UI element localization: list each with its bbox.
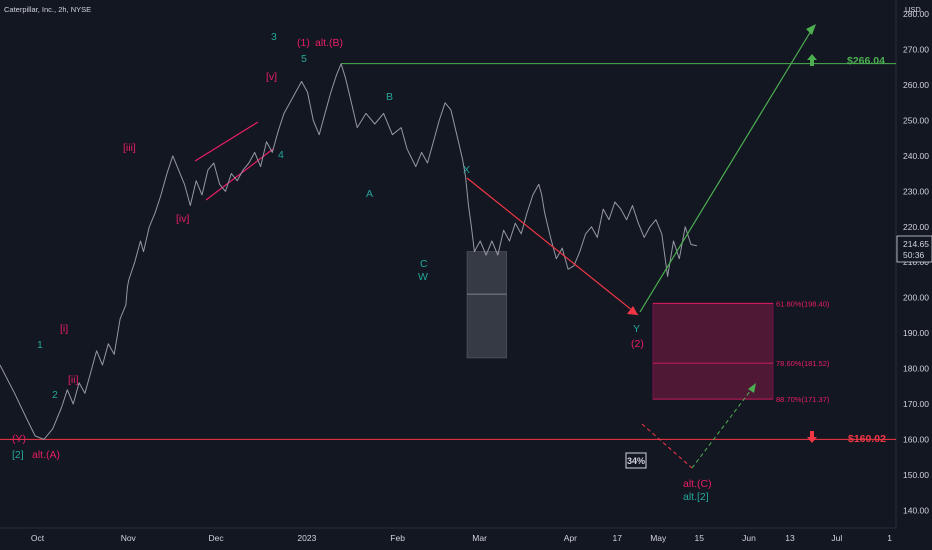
wave-label: 4 <box>278 149 284 161</box>
wave-label: alt.(C) <box>683 478 712 490</box>
price-tick-label: 160.00 <box>903 434 929 444</box>
time-tick-label: Apr <box>564 533 577 543</box>
arrow-down-icon <box>807 431 817 443</box>
price-tick-label: 280.00 <box>903 9 929 19</box>
wave-label: alt.(A) <box>32 449 60 461</box>
wave-label: 5 <box>301 53 307 65</box>
time-tick-label: 15 <box>694 533 704 543</box>
price-tick-label: 260.00 <box>903 80 929 90</box>
wedge-lower-line <box>205 148 274 201</box>
price-tick-label: 170.00 <box>903 399 929 409</box>
lower-stop-label: $160.02 <box>848 433 886 445</box>
price-tick-label: 180.00 <box>903 364 929 374</box>
price-tick-label: 250.00 <box>903 115 929 125</box>
wave-label: (1) <box>297 37 310 49</box>
upper-target-label: $266.04 <box>847 55 885 67</box>
time-tick-label: Mar <box>472 533 487 543</box>
last-price: 214.65 <box>903 239 929 249</box>
wave-label: [i] <box>60 323 68 335</box>
chart-title: Caterpillar, Inc., 2h, NYSE <box>4 5 91 14</box>
arrow-up-icon <box>807 54 817 66</box>
wave-label: [2] <box>12 449 24 461</box>
fibonacci-lines: 61.80%(198.40) 78.60%(181.52) 88.70%(171.3… <box>652 299 830 404</box>
price-series <box>0 63 698 440</box>
time-tick-label: Oct <box>31 533 45 543</box>
fib-level-label: 61.80%(198.40) <box>776 299 830 308</box>
wave-label: 3 <box>271 31 277 43</box>
wave-label: 1 <box>37 339 43 351</box>
last-price-box <box>896 235 932 263</box>
probability-box <box>625 452 647 469</box>
wave-label: B <box>386 91 393 103</box>
alt-rebound-projection <box>691 385 755 469</box>
wave-label: [v] <box>266 71 277 83</box>
alt-bearish-projection <box>641 423 693 469</box>
wave-label: 2 <box>52 389 58 401</box>
time-tick-label: Jun <box>742 533 756 543</box>
time-tick-label: 13 <box>785 533 795 543</box>
alt-rebound-arrowhead <box>748 383 756 393</box>
time-tick-label: Nov <box>121 533 137 543</box>
time-tick-label: Jul <box>831 533 842 543</box>
probability-label: 34% <box>627 456 645 466</box>
price-tick-label: 220.00 <box>903 222 929 232</box>
time-tick-label: 2023 <box>297 533 316 543</box>
time-axis[interactable]: Oct Nov Dec 2023 Feb Mar Apr 17 May 15 Jun 13 Jul 1 <box>31 533 892 543</box>
wave-label: (2) <box>631 338 644 350</box>
price-tick-label: 240.00 <box>903 151 929 161</box>
x-to-y-arrowhead <box>627 306 638 315</box>
wave-label: alt.(B) <box>315 37 343 49</box>
wave-label: A <box>366 188 373 200</box>
price-tick-label: 270.00 <box>903 45 929 55</box>
time-tick-label: 17 <box>613 533 623 543</box>
wave-label: [iv] <box>176 213 190 225</box>
wave-label: [iii] <box>123 142 136 154</box>
bar-countdown: 50:36 <box>903 250 925 260</box>
time-tick-label: Dec <box>209 533 225 543</box>
wave-label: Y <box>633 323 640 335</box>
wave-label: (Y) <box>12 433 26 445</box>
x-to-y-projection <box>466 177 639 316</box>
price-tick-label: 150.00 <box>903 470 929 480</box>
w-target-zone <box>466 251 507 359</box>
price-tick-label: 140.00 <box>903 505 929 515</box>
wedge-upper-line <box>194 121 259 162</box>
time-tick-label: 1 <box>887 533 892 543</box>
wave-label: [ii] <box>68 374 79 386</box>
wave-label: W <box>418 271 428 283</box>
wave-label: alt.[2] <box>683 491 709 503</box>
time-tick-label: May <box>650 533 667 543</box>
fib-level-label: 78.60%(181.52) <box>776 359 830 368</box>
wave-labels: (Y) [2] alt.(A) 1 2 [i] [ii] [iii] [iv] … <box>12 31 712 503</box>
fib-level-label: 88.70%(171.37) <box>776 395 830 404</box>
price-tick-label: 190.00 <box>903 328 929 338</box>
currency-label: USD <box>905 5 921 14</box>
price-axis[interactable]: 140.00 150.00 160.00 170.00 180.00 190.00 200.… <box>903 9 929 515</box>
wave-label: X <box>463 164 470 176</box>
bullish-arrowhead <box>806 24 816 35</box>
time-tick-label: Feb <box>390 533 405 543</box>
wave-label: C <box>420 258 428 270</box>
price-tick-label: 200.00 <box>903 293 929 303</box>
bullish-projection <box>639 25 815 313</box>
price-tick-label: 230.00 <box>903 186 929 196</box>
